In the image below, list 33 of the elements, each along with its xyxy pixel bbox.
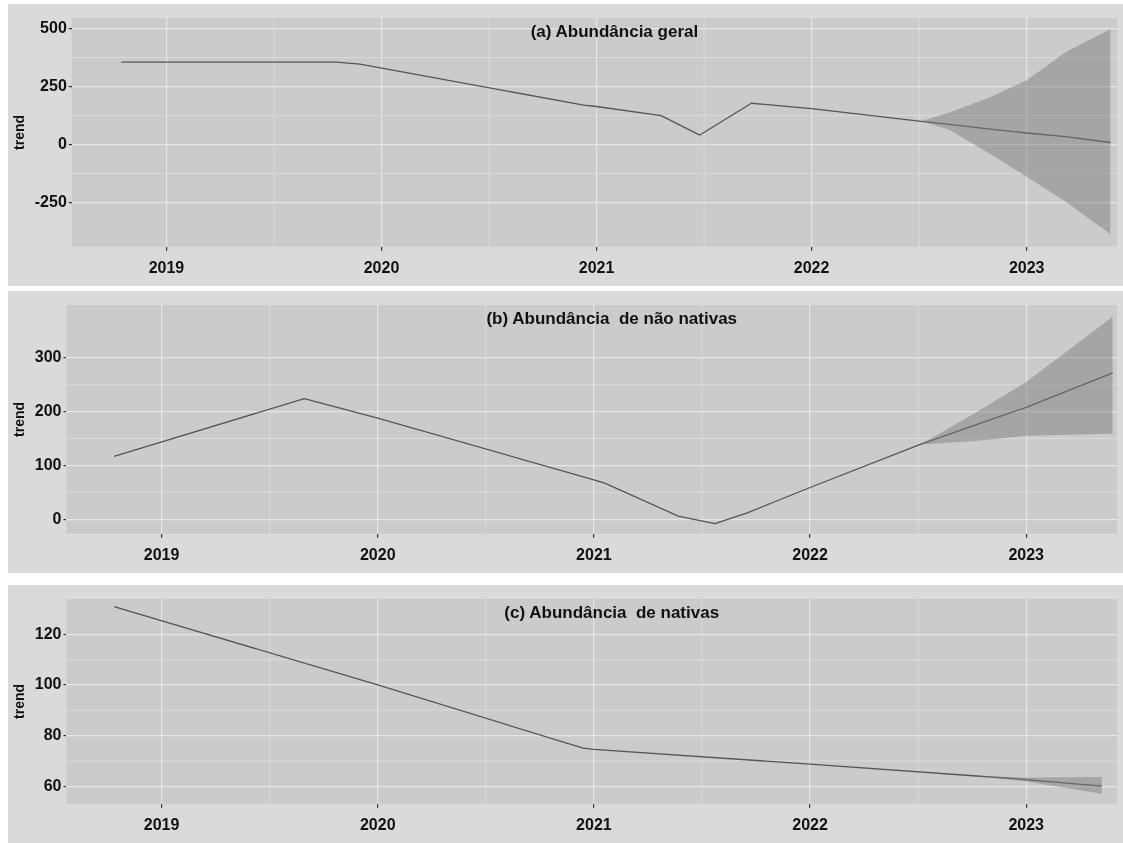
x-tick-label: 2022 (792, 545, 828, 563)
y-axis-title: trend (11, 114, 28, 150)
y-tick-label: 0 (52, 509, 62, 527)
x-tick-label: 2019 (143, 545, 180, 563)
x-tick-label: 2019 (148, 258, 185, 276)
x-tick-label: 2023 (1008, 258, 1045, 276)
y-axis-title: trend (11, 401, 28, 437)
y-tick-label: 500 (40, 18, 67, 36)
y-tick-label: 100 (34, 675, 62, 693)
x-tick-label: 2023 (1008, 815, 1045, 833)
x-tick-label: 2021 (578, 258, 615, 276)
y-tick-label: 300 (34, 348, 62, 366)
y-tick-label: -250 (34, 193, 67, 211)
y-tick-label: 120 (34, 624, 62, 642)
x-tick-label: 2019 (143, 815, 180, 833)
x-tick-label: 2021 (576, 545, 612, 563)
x-tick-label: 2020 (359, 815, 396, 833)
y-tick-label: 80 (43, 725, 62, 743)
y-tick-label: 0 (57, 135, 67, 152)
x-tick-label: 2023 (1008, 545, 1045, 563)
y-tick-label: 250 (40, 76, 67, 94)
chart-title: (a) Abundância geral (530, 22, 699, 42)
y-tick-label: 60 (43, 776, 62, 794)
x-tick-label: 2022 (792, 815, 828, 833)
chart-title: (c) Abundância de nativas (504, 603, 720, 623)
x-tick-label: 2021 (576, 815, 612, 833)
y-tick-label: 100 (34, 455, 62, 473)
x-tick-label: 2020 (359, 545, 396, 563)
y-axis-title: trend (11, 683, 28, 719)
x-tick-label: 2020 (363, 258, 400, 276)
x-tick-label: 2022 (793, 258, 830, 276)
y-tick-label: 200 (34, 402, 62, 419)
chart-title: (b) Abundância de não nativas (486, 309, 738, 329)
